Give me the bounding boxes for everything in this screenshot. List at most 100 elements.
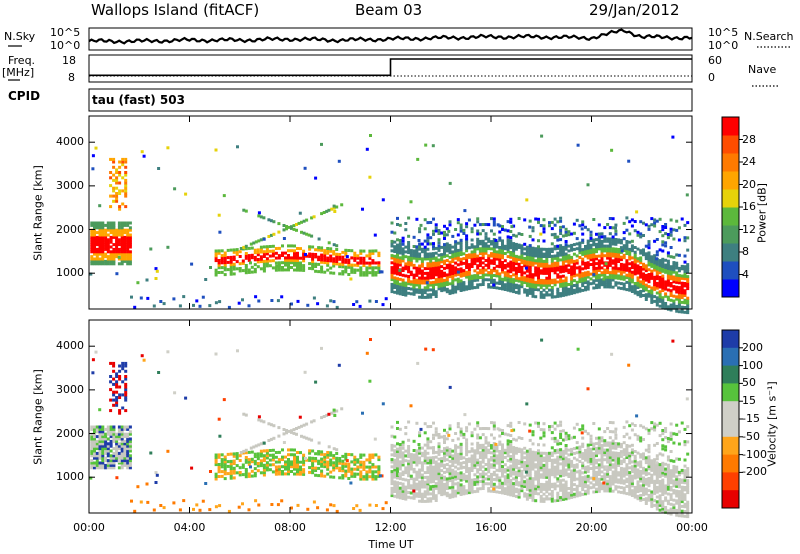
velocity-cell bbox=[644, 497, 648, 501]
power-cell bbox=[407, 270, 411, 274]
power-cell bbox=[503, 252, 507, 255]
velocity-cell bbox=[677, 485, 681, 489]
velocity-cell bbox=[639, 489, 643, 493]
velocity-cell bbox=[628, 459, 632, 463]
power-cell bbox=[101, 235, 105, 239]
power-cell bbox=[559, 282, 563, 286]
velocity-cell bbox=[537, 492, 540, 496]
velocity-cell bbox=[390, 494, 394, 498]
power-cell bbox=[470, 245, 474, 249]
power-cell bbox=[553, 278, 557, 282]
velocity-cell bbox=[531, 491, 535, 495]
velocity-cell bbox=[534, 492, 538, 495]
velocity-cell bbox=[581, 461, 585, 465]
power-cell bbox=[548, 221, 551, 225]
power-cell bbox=[182, 295, 186, 299]
power-cell bbox=[423, 279, 427, 283]
power-cell bbox=[686, 265, 690, 269]
velocity-cell bbox=[608, 460, 612, 464]
velocity-cell bbox=[498, 428, 502, 432]
velocity-cell bbox=[528, 488, 532, 492]
power-cell bbox=[484, 232, 488, 236]
power-cell bbox=[470, 238, 474, 242]
velocity-cell bbox=[603, 451, 607, 454]
power-cell bbox=[633, 255, 637, 259]
power-cell bbox=[520, 253, 524, 257]
velocity-cell bbox=[509, 459, 513, 463]
power-cell bbox=[570, 277, 574, 281]
velocity-cell bbox=[481, 475, 485, 478]
power-cell bbox=[459, 267, 463, 271]
velocity-cell bbox=[478, 472, 482, 476]
velocity-cell bbox=[415, 473, 419, 477]
power-cell bbox=[95, 223, 99, 227]
power-cell bbox=[465, 273, 469, 277]
velocity-cell bbox=[597, 477, 601, 481]
power-cell bbox=[492, 262, 496, 265]
power-cell bbox=[509, 217, 513, 221]
power-cell bbox=[669, 265, 673, 269]
power-cell bbox=[456, 287, 460, 291]
velocity-cell bbox=[396, 495, 399, 499]
power-cell bbox=[317, 246, 321, 250]
velocity-cell bbox=[619, 481, 623, 485]
power-cell bbox=[619, 238, 623, 242]
power-cell bbox=[525, 274, 529, 278]
power-cell bbox=[117, 257, 121, 261]
velocity-cell bbox=[608, 443, 612, 447]
velocity-cell bbox=[614, 475, 618, 479]
power-cell bbox=[90, 238, 94, 242]
velocity-cell bbox=[492, 482, 496, 486]
power-cell bbox=[476, 278, 480, 282]
power-cell bbox=[492, 240, 496, 244]
velocity-cell bbox=[456, 476, 460, 480]
power-cell bbox=[454, 252, 458, 255]
velocity-cell bbox=[639, 465, 643, 469]
power-cell bbox=[683, 298, 687, 302]
power-cell bbox=[597, 269, 601, 272]
power-cell bbox=[393, 283, 397, 287]
velocity-cell bbox=[650, 421, 654, 425]
velocity-cell bbox=[550, 451, 554, 455]
velocity-cell bbox=[101, 444, 105, 448]
velocity-cell bbox=[523, 463, 527, 467]
velocity-cell bbox=[561, 466, 565, 470]
velocity-cell bbox=[465, 465, 469, 469]
power-cell bbox=[628, 286, 632, 290]
velocity-cell bbox=[520, 450, 524, 454]
power-cell bbox=[106, 233, 110, 237]
velocity-cell bbox=[653, 487, 657, 491]
velocity-cell bbox=[415, 453, 419, 457]
power-cell bbox=[619, 265, 623, 269]
velocity-cell bbox=[120, 447, 124, 451]
power-cell bbox=[109, 205, 113, 209]
power-cell bbox=[95, 221, 99, 225]
power-cell bbox=[335, 305, 339, 309]
velocity-cell bbox=[592, 473, 596, 477]
velocity-cell bbox=[672, 467, 676, 471]
velocity-cell bbox=[517, 462, 521, 465]
power-cell bbox=[415, 266, 419, 270]
power-cell bbox=[159, 300, 163, 303]
velocity-cell bbox=[567, 472, 571, 476]
power-cell bbox=[244, 209, 248, 213]
velocity-cell bbox=[561, 429, 565, 433]
power-cell bbox=[459, 223, 463, 227]
velocity-cell bbox=[564, 485, 568, 489]
power-cell bbox=[317, 248, 321, 252]
power-cell bbox=[341, 270, 345, 274]
power-cell bbox=[669, 306, 673, 310]
velocity-cell bbox=[595, 470, 598, 474]
power-cell bbox=[126, 245, 130, 249]
power-cell bbox=[498, 224, 502, 228]
velocity-cell bbox=[393, 449, 397, 453]
power-cell bbox=[332, 271, 336, 275]
power-cell bbox=[512, 256, 516, 260]
power-cell bbox=[655, 298, 659, 302]
power-cell bbox=[250, 270, 254, 274]
cpid-strip-frame bbox=[88, 88, 693, 112]
power-cell bbox=[124, 194, 128, 198]
power-cell bbox=[369, 134, 372, 137]
power-cell bbox=[409, 256, 413, 260]
velocity-cell bbox=[559, 448, 563, 452]
